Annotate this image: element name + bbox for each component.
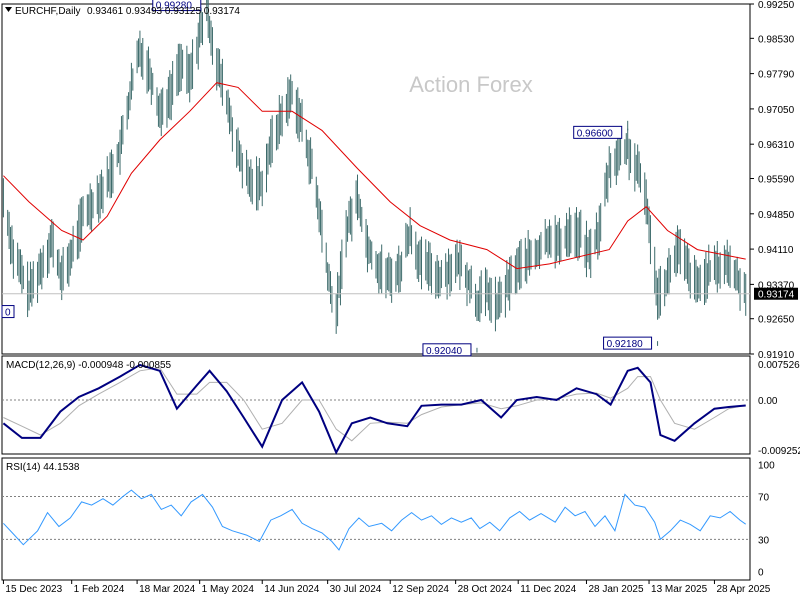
rsi-y-tick-label: 0 xyxy=(758,567,764,578)
x-tick-label: 13 Mar 2025 xyxy=(651,584,708,595)
price-annotation-box xyxy=(422,343,472,357)
rsi-y-tick-label: 100 xyxy=(758,460,775,471)
price-annotation-box xyxy=(573,125,623,139)
watermark-text: Action Forex xyxy=(409,72,533,97)
current-price-box xyxy=(754,287,798,300)
price-y-tick-label: 0.93370 xyxy=(758,280,795,291)
x-tick-label: 15 Dec 2023 xyxy=(5,584,62,595)
moving-average-line xyxy=(3,82,746,270)
rsi-frame xyxy=(1,457,751,581)
macd-panel: MACD(12,26,9) -0.000948 -0.000855 xyxy=(2,360,750,455)
triangle-down-icon[interactable] xyxy=(5,7,12,12)
x-tick-label: 14 Jun 2024 xyxy=(264,584,319,595)
rsi-line xyxy=(3,489,746,551)
price-y-tick-label: 0.95590 xyxy=(758,175,795,186)
x-tick-label: 1 Feb 2024 xyxy=(74,584,125,595)
price-y-tick-label: 0.97050 xyxy=(758,105,795,116)
macd-signal-line xyxy=(3,367,746,442)
macd-y-tick-label: 0.007526 xyxy=(758,360,800,371)
price-annotation-box xyxy=(152,0,202,12)
current-price-label: 0.93174 xyxy=(758,290,795,301)
x-tick-label: 1 May 2024 xyxy=(202,584,255,595)
price-y-tick-label: 0.96310 xyxy=(758,140,795,151)
price-annotation-label: 0.99280 xyxy=(156,1,193,12)
macd-main-line xyxy=(2,363,746,455)
price-y-tick-label: 0.91910 xyxy=(758,350,795,361)
rsi-y-tick-label: 70 xyxy=(758,493,770,504)
x-tick-label: 18 Mar 2024 xyxy=(139,584,196,595)
ohlc-values: 0.93461 0.93493 0.93125 0.93174 xyxy=(87,6,240,17)
rsi-label: RSI(14) 44.1538 xyxy=(6,462,80,473)
price-y-tick-label: 0.92650 xyxy=(758,315,795,326)
x-tick-label: 12 Sep 2024 xyxy=(392,584,449,595)
x-tick-label: 28 Oct 2024 xyxy=(458,584,513,595)
price-annotation-label: 0 xyxy=(5,308,11,319)
price-annotation-box xyxy=(603,336,653,350)
price-panel: 0.99280 0.92040 0.96600 0.92180 0 xyxy=(1,0,750,357)
price-y-tick-label: 0.94850 xyxy=(758,210,795,221)
x-tick-label: 30 Jul 2024 xyxy=(330,584,382,595)
x-tick-label: 28 Jan 2025 xyxy=(588,584,643,595)
price-y-tick-label: 0.98530 xyxy=(758,34,795,45)
macd-y-tick-label: 0.00 xyxy=(758,396,778,407)
symbol-title: EURCHF,Daily xyxy=(15,6,81,17)
price-y-tick-label: 0.94110 xyxy=(758,245,794,256)
price-annotation-box xyxy=(1,305,15,319)
x-tick-label: 11 Dec 2024 xyxy=(520,584,576,595)
macd-y-tick-label: -0.009252 xyxy=(758,446,800,457)
price-y-tick-label: 0.97790 xyxy=(758,70,795,81)
panel-frames xyxy=(1,3,751,581)
price-y-tick-label: 0.99250 xyxy=(758,0,795,11)
price-annotation-label: 0.92040 xyxy=(426,346,463,357)
rsi-y-tick-label: 30 xyxy=(758,535,770,546)
rsi-panel: RSI(14) 44.1538 xyxy=(2,462,750,551)
watermark-layer: Action Forex xyxy=(409,72,533,97)
price-annotation-label: 0.92180 xyxy=(607,339,644,350)
x-tick-label: 28 Apr 2025 xyxy=(716,584,770,595)
price-annotation-label: 0.96600 xyxy=(577,128,614,139)
macd-label: MACD(12,26,9) -0.000948 -0.000855 xyxy=(6,360,172,371)
macd-frame xyxy=(1,355,751,455)
header-layer: EURCHF,Daily 0.93461 0.93493 0.93125 0.9… xyxy=(5,6,240,17)
